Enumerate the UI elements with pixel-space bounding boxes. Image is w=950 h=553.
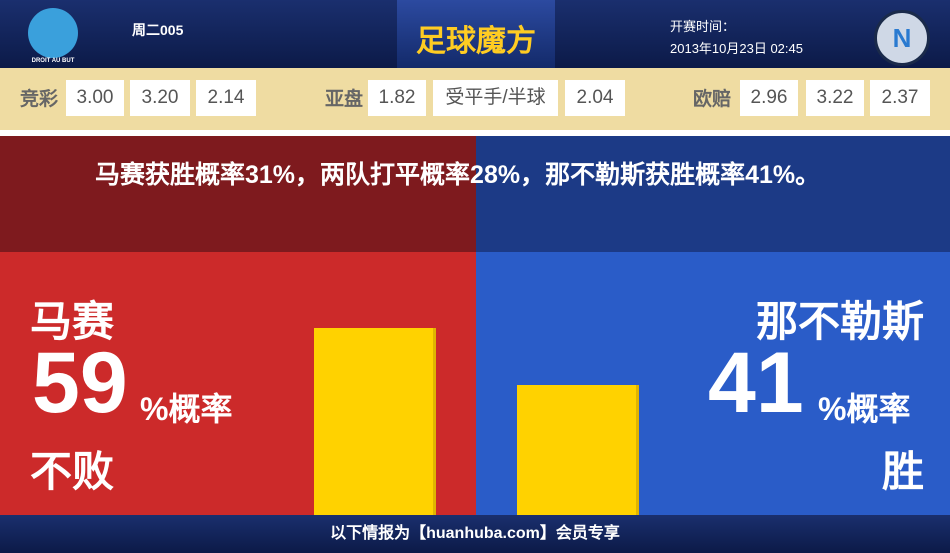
bar <box>314 328 436 515</box>
unit: %概率 <box>140 391 233 427</box>
summary-bg-left <box>0 136 476 252</box>
odds-value: 3.00 <box>66 80 124 116</box>
odds-label: 欧赔 <box>693 89 732 110</box>
summary-bg-right <box>476 136 950 252</box>
brand-bg <box>397 0 555 68</box>
percent: 41 <box>708 335 804 431</box>
unit: %概率 <box>818 391 911 427</box>
odds-label: 竞彩 <box>20 89 59 110</box>
brand: 足球魔方 <box>416 25 536 58</box>
start-time: 2013年10月23日 02:45 <box>670 41 803 56</box>
odds-value: 2.37 <box>870 80 930 116</box>
percent: 59 <box>32 335 128 431</box>
footer: 以下情报为【huanhuba.com】会员专享 <box>0 515 950 553</box>
odds-value: 1.82 <box>368 80 426 116</box>
odds-value: 2.04 <box>565 80 625 116</box>
team: 马赛 <box>30 298 115 345</box>
odds-row: 竞彩 3.00 3.20 2.14 亚盘 1.82 受平手/半球 2.04 欧赔 2.96 3.22… <box>0 68 950 130</box>
home-logo <box>28 8 78 58</box>
odds-label: 亚盘 <box>325 89 364 110</box>
odds-value: 受平手/半球 <box>433 80 558 116</box>
outcome: 不败 <box>30 448 115 495</box>
summary: 马赛获胜概率31%，两队打平概率28%，那不勒斯获胜概率41%。 <box>95 161 821 189</box>
home-logo-text: DROIT AU BUT <box>31 58 75 64</box>
away-panel: 那不勒斯 41 %概率 胜 <box>476 252 950 515</box>
outcome: 胜 <box>881 448 924 495</box>
home-panel: 马赛 59 %概率 不败 <box>0 252 476 515</box>
odds-value: 3.22 <box>806 80 864 116</box>
odds-value: 3.20 <box>130 80 190 116</box>
start-label: 开赛时间： <box>670 19 736 34</box>
odds-value: 2.96 <box>740 80 798 116</box>
away-logo: N <box>874 10 930 66</box>
team: 那不勒斯 <box>755 298 924 345</box>
header: DROIT AU BUT 周二005 足球魔方 开赛时间： 2013年10月23… <box>0 0 950 68</box>
odds-value: 2.14 <box>196 80 256 116</box>
match-id: 周二005 <box>132 22 184 38</box>
bar <box>517 385 639 515</box>
